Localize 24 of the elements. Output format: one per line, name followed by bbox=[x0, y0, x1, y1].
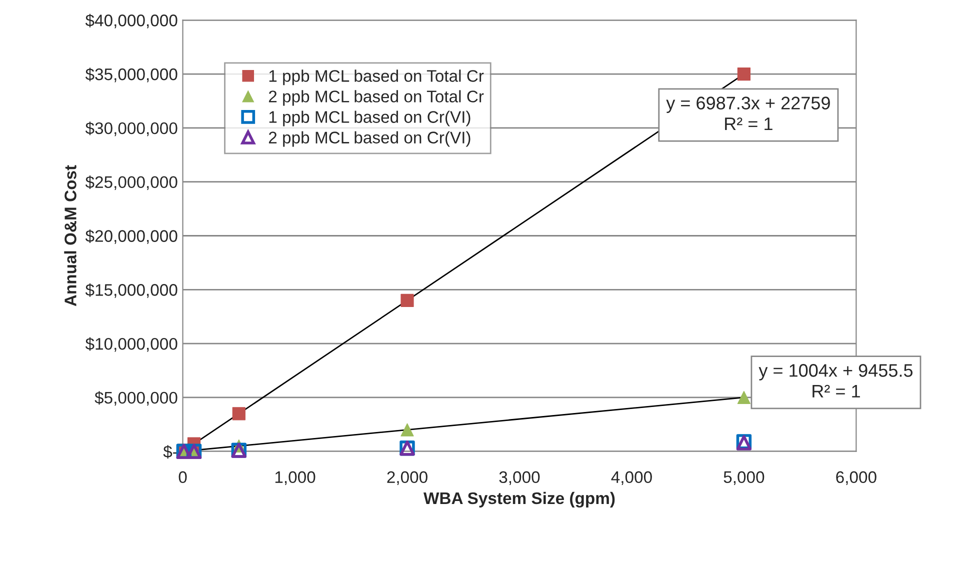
y-tick-label: $25,000,000 bbox=[85, 176, 178, 190]
x-axis-title: WBA System Size (gpm) bbox=[424, 492, 615, 508]
legend-label: 1 ppb MCL based on Total Cr bbox=[269, 70, 484, 86]
y-tick-label: $5,000,000 bbox=[94, 391, 178, 406]
y-tick-label: $35,000,000 bbox=[85, 68, 178, 82]
y-axis-title: Annual O&M Cost bbox=[64, 165, 76, 306]
x-tick-label: 0 bbox=[178, 471, 187, 484]
x-tick-label: 2,000 bbox=[387, 471, 428, 486]
legend-label: 2 ppb MCL based on Total Cr bbox=[268, 90, 484, 106]
x-tick-label: 6,000 bbox=[836, 471, 876, 486]
legend-label: 1 ppb MCL based on Cr(VI) bbox=[269, 110, 470, 126]
y-tick-label: $15,000,000 bbox=[85, 283, 178, 298]
x-tick-label: 3,000 bbox=[499, 471, 540, 486]
y-tick-label: $30,000,000 bbox=[85, 122, 178, 136]
legend-label: 2 ppb MCL based on Cr(VI) bbox=[268, 131, 470, 147]
y-tick-label: $40,000,000 bbox=[85, 14, 178, 28]
y-tick-label: $10,000,000 bbox=[85, 337, 178, 352]
y-tick-label: $20,000,000 bbox=[85, 229, 178, 244]
y-tick-label: $- bbox=[163, 445, 178, 459]
x-tick-label: 1,000 bbox=[275, 471, 316, 486]
annotation: y = 6987.3x + 22759 R² = 1 bbox=[666, 96, 830, 130]
x-tick-label: 4,000 bbox=[611, 471, 652, 486]
x-tick-label: 5,000 bbox=[724, 471, 764, 486]
annotation: y = 1004x + 9455.5 R² = 1 bbox=[758, 364, 913, 398]
